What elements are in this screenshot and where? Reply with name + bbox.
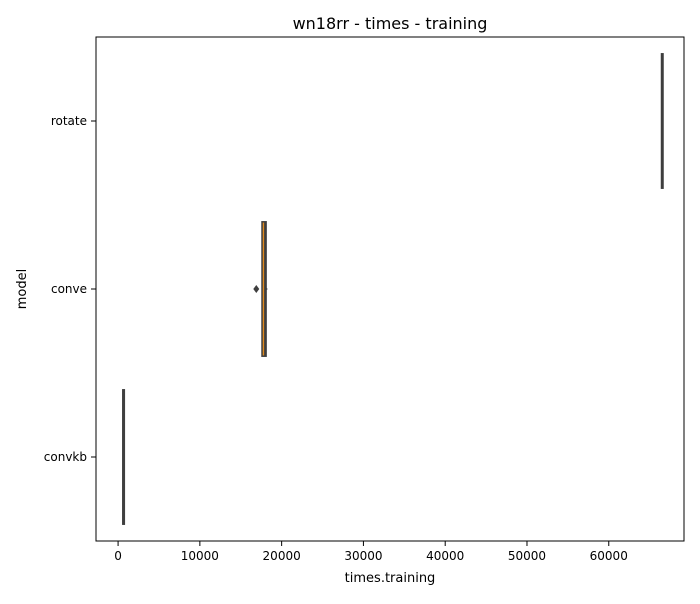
x-tick-label: 30000 xyxy=(344,549,382,563)
x-tick-label: 0 xyxy=(114,549,122,563)
y-tick-label-rotate: rotate xyxy=(51,114,87,128)
x-tick-label: 10000 xyxy=(181,549,219,563)
y-tick-label-conve: conve xyxy=(51,282,87,296)
boxes xyxy=(122,53,664,525)
outlier-point xyxy=(253,285,260,293)
x-tick-label: 50000 xyxy=(508,549,546,563)
x-tick-label: 40000 xyxy=(426,549,464,563)
x-axis-ticks: 0 10000 20000 30000 40000 50000 60000 xyxy=(114,541,628,563)
x-axis-label: times.training xyxy=(345,571,436,586)
box-convkb xyxy=(122,389,126,525)
y-tick-label-convkb: convkb xyxy=(44,450,87,464)
box-body xyxy=(261,221,267,357)
chart-title: wn18rr - times - training xyxy=(293,14,488,33)
plot-area xyxy=(95,36,685,542)
box-conve xyxy=(253,221,268,357)
x-tick-label: 20000 xyxy=(263,549,301,563)
y-axis-ticks: rotate conve convkb xyxy=(44,114,96,464)
box-rotate xyxy=(660,53,664,189)
y-axis-label: model xyxy=(15,269,30,309)
x-tick-label: 60000 xyxy=(590,549,628,563)
